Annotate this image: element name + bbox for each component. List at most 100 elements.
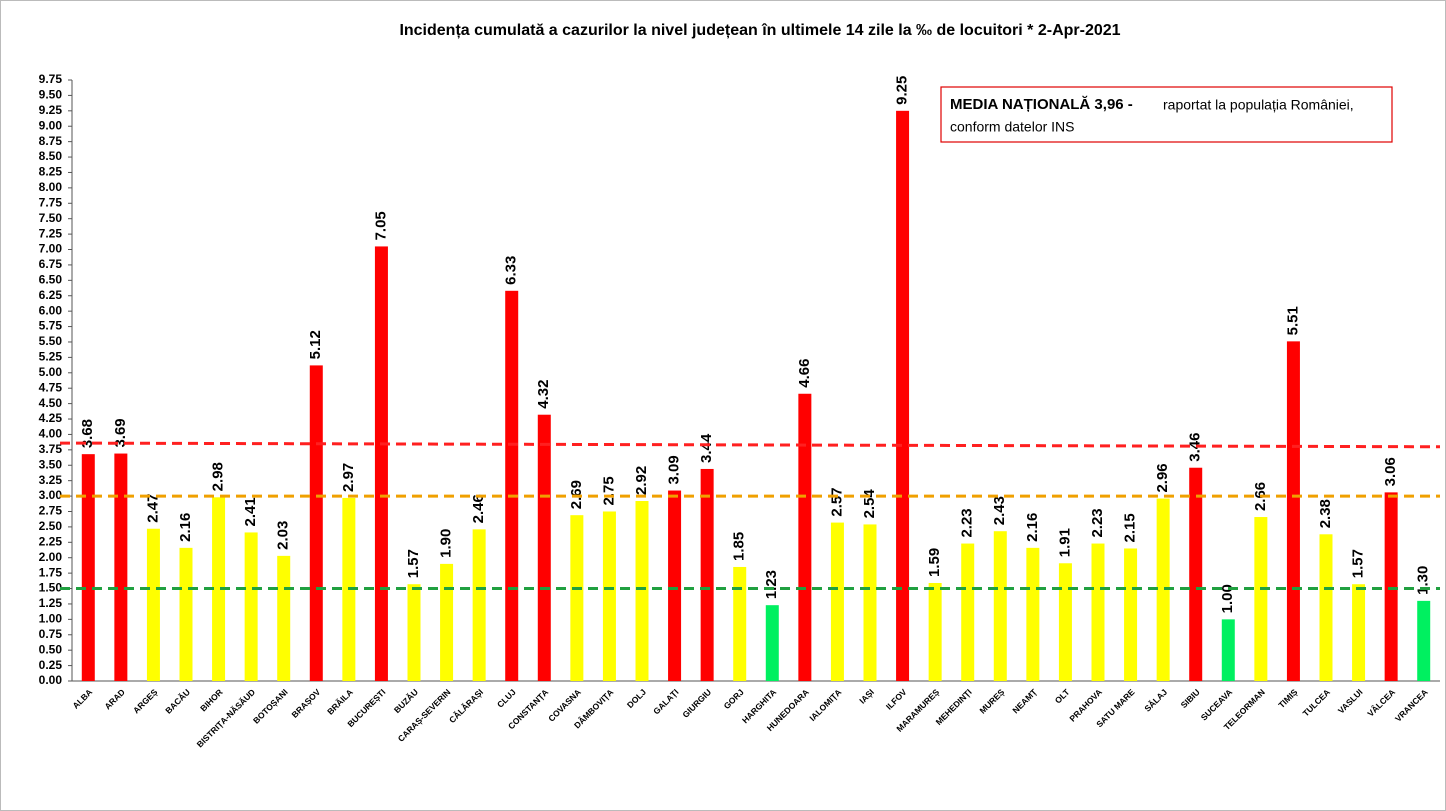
value-label: 2.16 xyxy=(1024,513,1041,542)
value-label: 2.92 xyxy=(633,466,650,495)
value-label: 2.43 xyxy=(991,496,1008,525)
bar xyxy=(1156,498,1170,681)
bar xyxy=(570,515,584,681)
bar xyxy=(830,522,844,681)
value-label: 2.47 xyxy=(144,494,161,523)
bar xyxy=(505,290,519,681)
bar xyxy=(1352,584,1366,681)
bar xyxy=(928,582,942,681)
value-label: 3.69 xyxy=(112,418,129,447)
value-label: 2.41 xyxy=(242,497,259,526)
y-tick-label: 4.25 xyxy=(39,411,63,425)
y-tick-label: 7.00 xyxy=(39,242,63,256)
y-tick-label: 5.25 xyxy=(39,350,63,364)
value-label: 2.57 xyxy=(828,487,845,516)
y-tick-label: 2.75 xyxy=(39,504,63,518)
value-label: 3.46 xyxy=(1187,433,1204,462)
value-label: 2.75 xyxy=(600,476,617,505)
y-tick-label: 7.75 xyxy=(39,195,63,209)
value-label: 1.90 xyxy=(438,529,455,558)
annotation-text: raportat la populația României, xyxy=(1163,97,1354,113)
value-label: 5.12 xyxy=(307,330,324,359)
bar xyxy=(146,528,160,681)
annotation-text: conform datelor INS xyxy=(950,119,1075,135)
y-tick-label: 3.00 xyxy=(39,488,63,502)
value-label: 2.16 xyxy=(177,513,194,542)
value-label: 2.15 xyxy=(1122,513,1139,542)
y-tick-label: 8.00 xyxy=(39,180,63,194)
bar xyxy=(602,511,616,681)
reference-line xyxy=(59,441,1441,449)
value-label: 3.44 xyxy=(698,433,715,463)
y-tick-label: 1.25 xyxy=(39,596,63,610)
bar xyxy=(244,532,258,681)
bar xyxy=(668,490,682,681)
y-tick-label: 1.00 xyxy=(39,612,63,626)
value-label: 2.23 xyxy=(1089,508,1106,537)
value-label: 6.33 xyxy=(503,256,520,285)
y-tick-label: 7.25 xyxy=(39,226,63,240)
y-tick-label: 0.75 xyxy=(39,627,63,641)
y-tick-label: 8.75 xyxy=(39,134,63,148)
bar xyxy=(1124,548,1138,681)
bar xyxy=(896,110,910,682)
y-tick-label: 9.75 xyxy=(39,72,63,86)
y-tick-label: 0.00 xyxy=(39,673,63,687)
y-tick-label: 2.25 xyxy=(39,534,63,548)
y-tick-label: 7.50 xyxy=(39,211,63,225)
value-label: 1.00 xyxy=(1219,584,1236,613)
chart-title: Incidența cumulată a cazurilor la nivel … xyxy=(399,22,1120,39)
bar xyxy=(961,543,975,681)
y-tick-label: 3.50 xyxy=(39,457,63,471)
value-label: 1.57 xyxy=(405,549,422,578)
value-label: 2.54 xyxy=(861,489,878,519)
y-tick-label: 4.00 xyxy=(39,427,63,441)
value-label: 3.09 xyxy=(666,455,683,484)
y-tick-label: 4.50 xyxy=(39,396,63,410)
bar xyxy=(309,365,323,681)
bar xyxy=(1286,341,1300,681)
bar xyxy=(114,453,128,681)
bar xyxy=(81,454,95,681)
y-tick-label: 5.00 xyxy=(39,365,63,379)
annotation-box xyxy=(940,86,1393,143)
value-label: 1.85 xyxy=(731,532,748,561)
y-tick-label: 5.50 xyxy=(39,334,63,348)
value-label: 2.38 xyxy=(1317,499,1334,528)
bar xyxy=(1221,619,1235,681)
bar xyxy=(1417,600,1431,681)
bar xyxy=(1058,563,1072,681)
y-tick-label: 6.75 xyxy=(39,257,63,271)
y-tick-label: 0.25 xyxy=(39,658,63,672)
value-label: 3.68 xyxy=(79,419,96,448)
bar xyxy=(179,547,193,681)
y-tick-label: 1.75 xyxy=(39,565,63,579)
y-tick-label: 8.50 xyxy=(39,149,63,163)
y-tick-label: 9.00 xyxy=(39,118,63,132)
y-tick-label: 8.25 xyxy=(39,165,63,179)
y-tick-label: 6.00 xyxy=(39,303,63,317)
bar xyxy=(1319,534,1333,681)
value-label: 1.30 xyxy=(1415,566,1432,595)
value-label: 3.06 xyxy=(1382,457,1399,486)
value-label: 1.59 xyxy=(926,548,943,577)
bar xyxy=(798,393,812,681)
value-label: 2.98 xyxy=(210,462,227,491)
bar xyxy=(700,468,714,681)
bar xyxy=(537,414,551,681)
bar xyxy=(472,529,486,681)
bar xyxy=(407,584,421,681)
bar xyxy=(1384,492,1398,681)
y-tick-label: 0.50 xyxy=(39,642,63,656)
bar xyxy=(1254,517,1268,681)
y-tick-label: 3.75 xyxy=(39,442,63,456)
y-tick-label: 6.25 xyxy=(39,288,63,302)
value-label: 1.23 xyxy=(763,570,780,599)
y-tick-label: 3.25 xyxy=(39,473,63,487)
value-label: 4.66 xyxy=(796,359,813,388)
bar xyxy=(765,605,779,681)
value-label: 2.97 xyxy=(340,463,357,492)
value-label: 7.05 xyxy=(372,211,389,240)
value-label: 5.51 xyxy=(1284,306,1301,335)
